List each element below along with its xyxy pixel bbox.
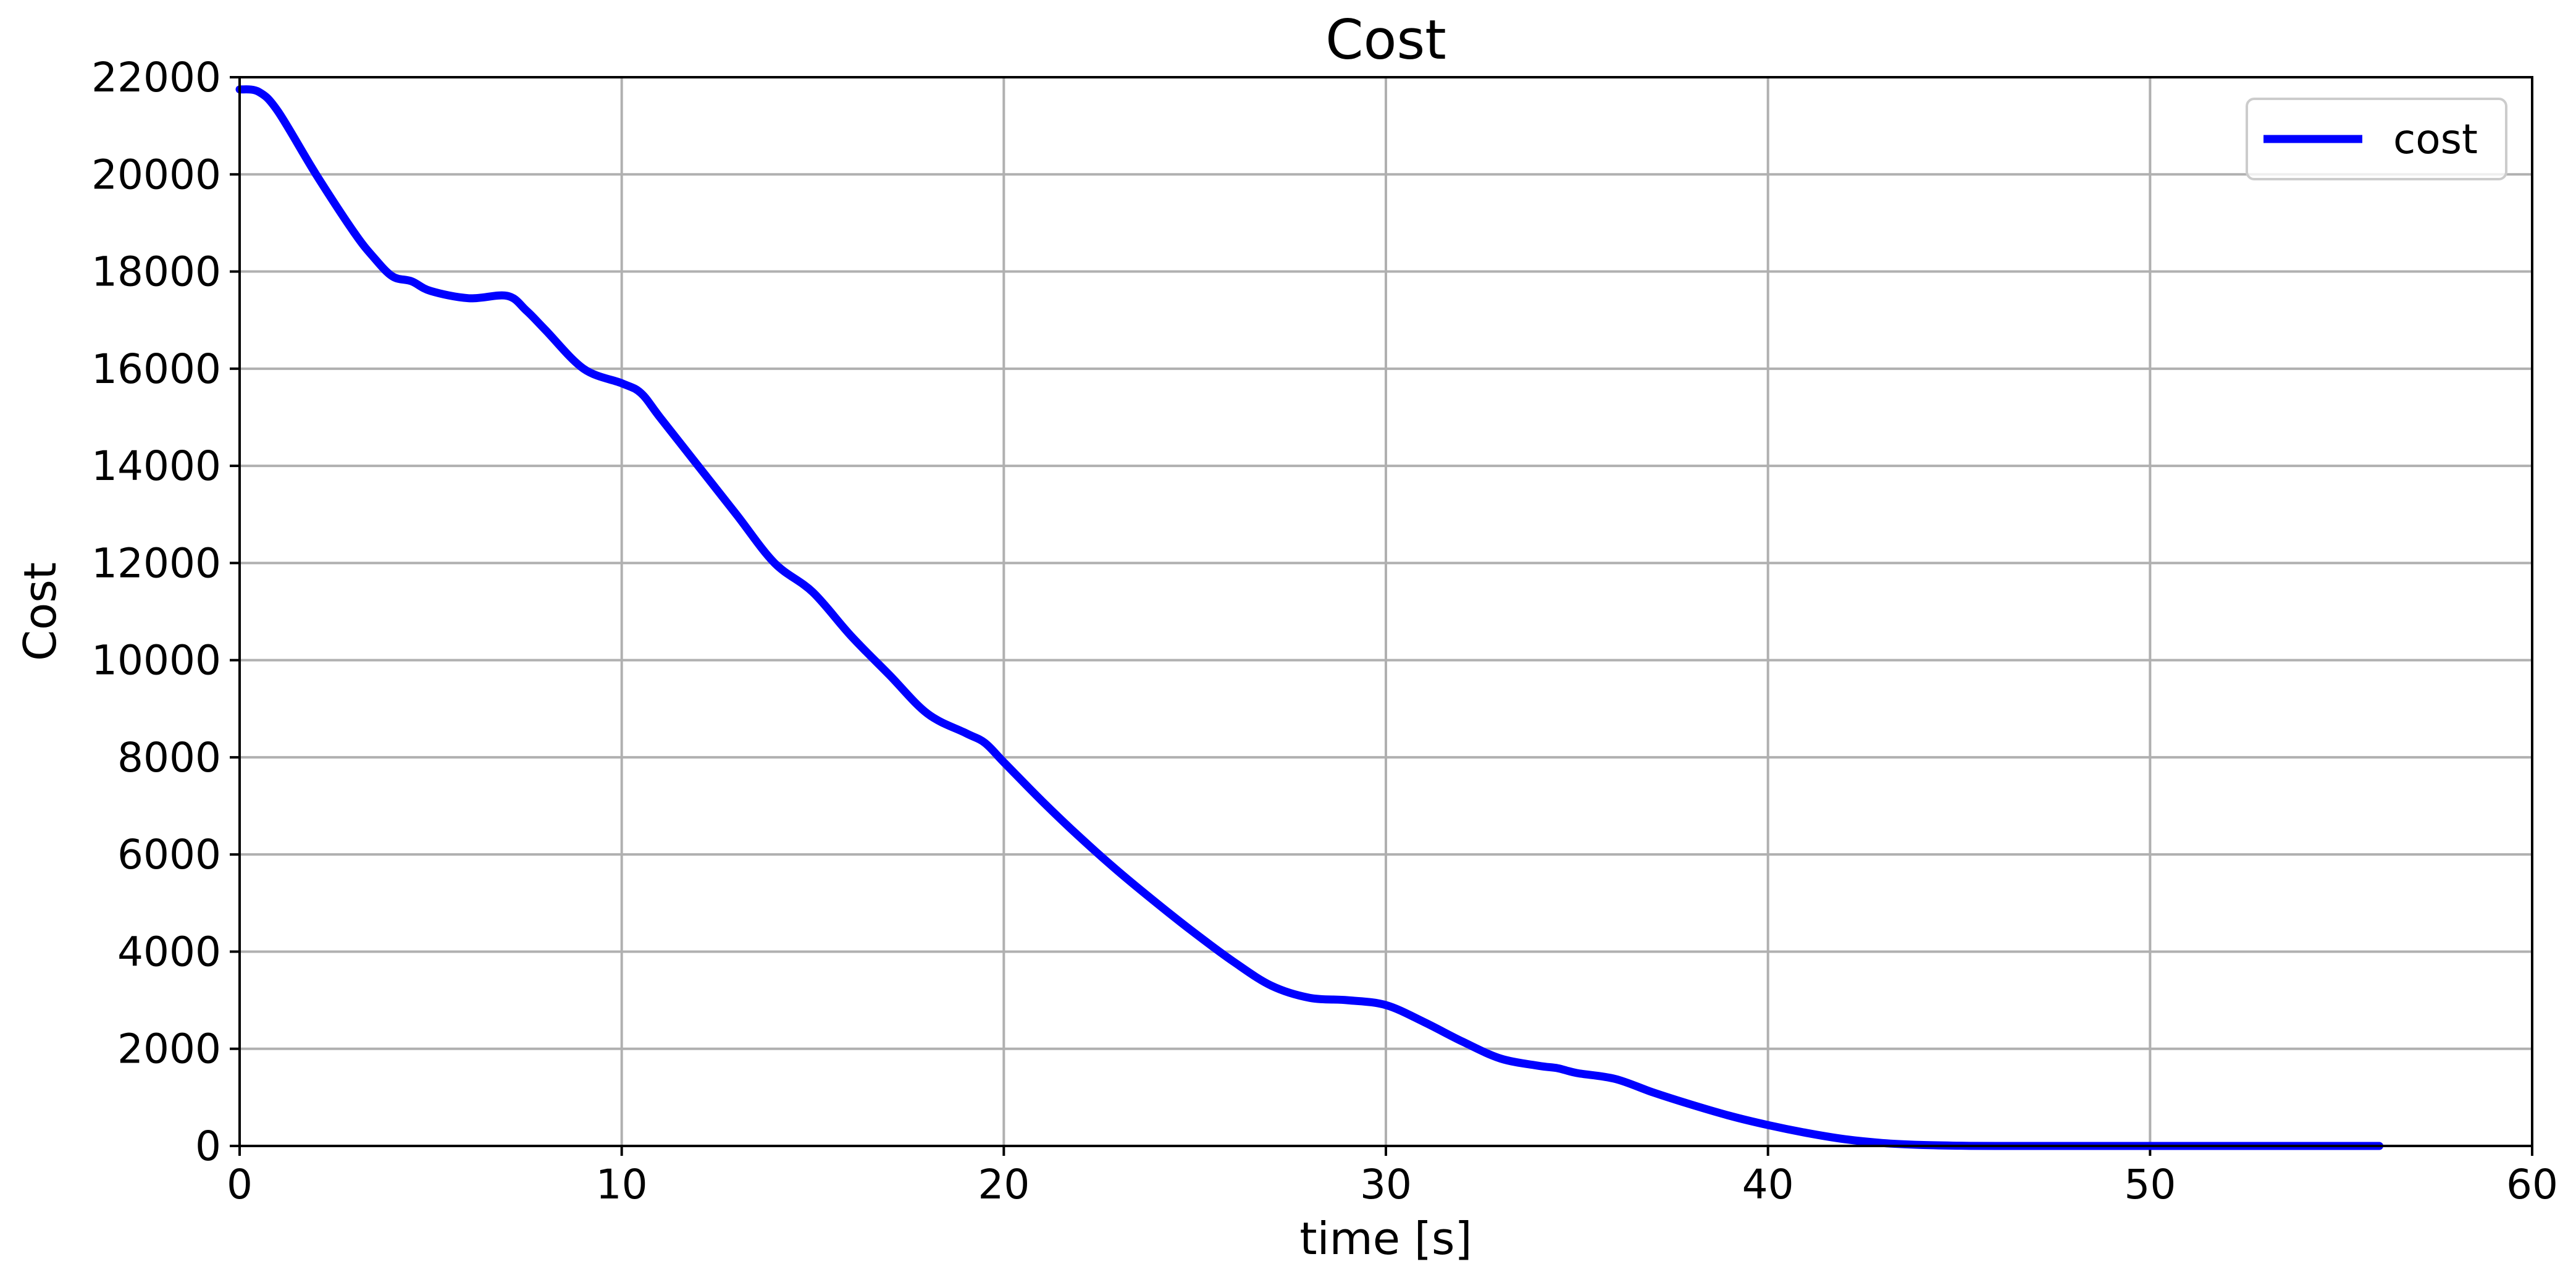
x-tick-label: 50	[2124, 1161, 2176, 1208]
x-tick-label: 20	[978, 1161, 1030, 1208]
legend-box	[2246, 98, 2507, 180]
y-tick-label: 14000	[91, 442, 221, 490]
y-tick-label: 18000	[91, 248, 221, 296]
y-tick-label: 10000	[91, 637, 221, 684]
legend: cost	[2246, 98, 2507, 180]
y-tick-label: 6000	[117, 831, 221, 878]
x-tick-label: 0	[227, 1161, 253, 1208]
y-tick-label: 22000	[91, 54, 221, 101]
x-tick-label: 30	[1360, 1161, 1412, 1208]
y-tick-label: 12000	[91, 539, 221, 587]
y-tick-label: 0	[195, 1122, 221, 1170]
x-tick-label: 40	[1742, 1161, 1794, 1208]
x-tick-label: 10	[596, 1161, 648, 1208]
axis-ticks: 0 10 20 30 40 50 60 0 2000 4000 6000 8000 10000 12000…	[91, 54, 2558, 1208]
y-axis-label: Cost	[14, 562, 66, 661]
x-axis-label: time [s]	[1299, 1213, 1472, 1265]
series-cost-line	[235, 85, 2383, 1150]
grid	[238, 76, 2533, 1147]
chart-title: Cost	[1325, 8, 1446, 72]
y-tick-label: 16000	[91, 345, 221, 393]
x-tick-label: 60	[2506, 1161, 2558, 1208]
y-tick-label: 8000	[117, 734, 221, 781]
legend-label-cost: cost	[2393, 116, 2478, 163]
plot-frame	[238, 76, 2533, 1147]
y-tick-label: 20000	[91, 151, 221, 198]
y-tick-label: 4000	[117, 928, 221, 975]
y-tick-label: 2000	[117, 1025, 221, 1073]
